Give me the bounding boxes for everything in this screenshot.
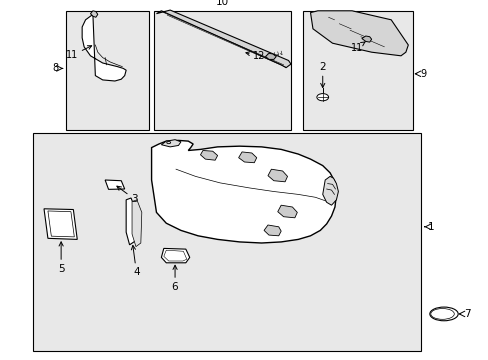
Polygon shape [267,169,287,182]
Ellipse shape [316,94,328,101]
Polygon shape [265,53,276,59]
Polygon shape [90,11,98,17]
Bar [66,11,149,130]
Polygon shape [277,205,297,218]
Polygon shape [82,14,126,81]
Bar [33,133,420,351]
Polygon shape [264,225,281,236]
Text: 2: 2 [319,62,325,87]
Polygon shape [156,10,290,68]
Ellipse shape [429,307,457,321]
Text: 6: 6 [171,265,178,292]
Text: 4: 4 [131,246,140,277]
Text: 8: 8 [52,63,59,73]
Text: 11: 11 [66,46,91,60]
Polygon shape [238,152,256,163]
Text: 12: 12 [245,51,265,61]
Text: 7: 7 [464,309,470,319]
Polygon shape [361,36,371,42]
Bar [154,11,290,130]
Polygon shape [44,209,77,239]
Bar [303,11,412,130]
Polygon shape [126,198,136,245]
Polygon shape [132,200,142,247]
Text: 5: 5 [58,242,64,274]
Polygon shape [200,150,217,160]
Polygon shape [161,248,189,263]
Text: 9: 9 [420,69,426,79]
Polygon shape [322,176,338,205]
Polygon shape [151,140,336,243]
Polygon shape [105,180,124,189]
Text: 1: 1 [427,222,434,232]
Text: 3: 3 [117,186,138,204]
Text: 10: 10 [216,0,228,7]
Polygon shape [310,11,407,56]
Polygon shape [161,140,181,147]
Text: 11: 11 [350,41,365,53]
